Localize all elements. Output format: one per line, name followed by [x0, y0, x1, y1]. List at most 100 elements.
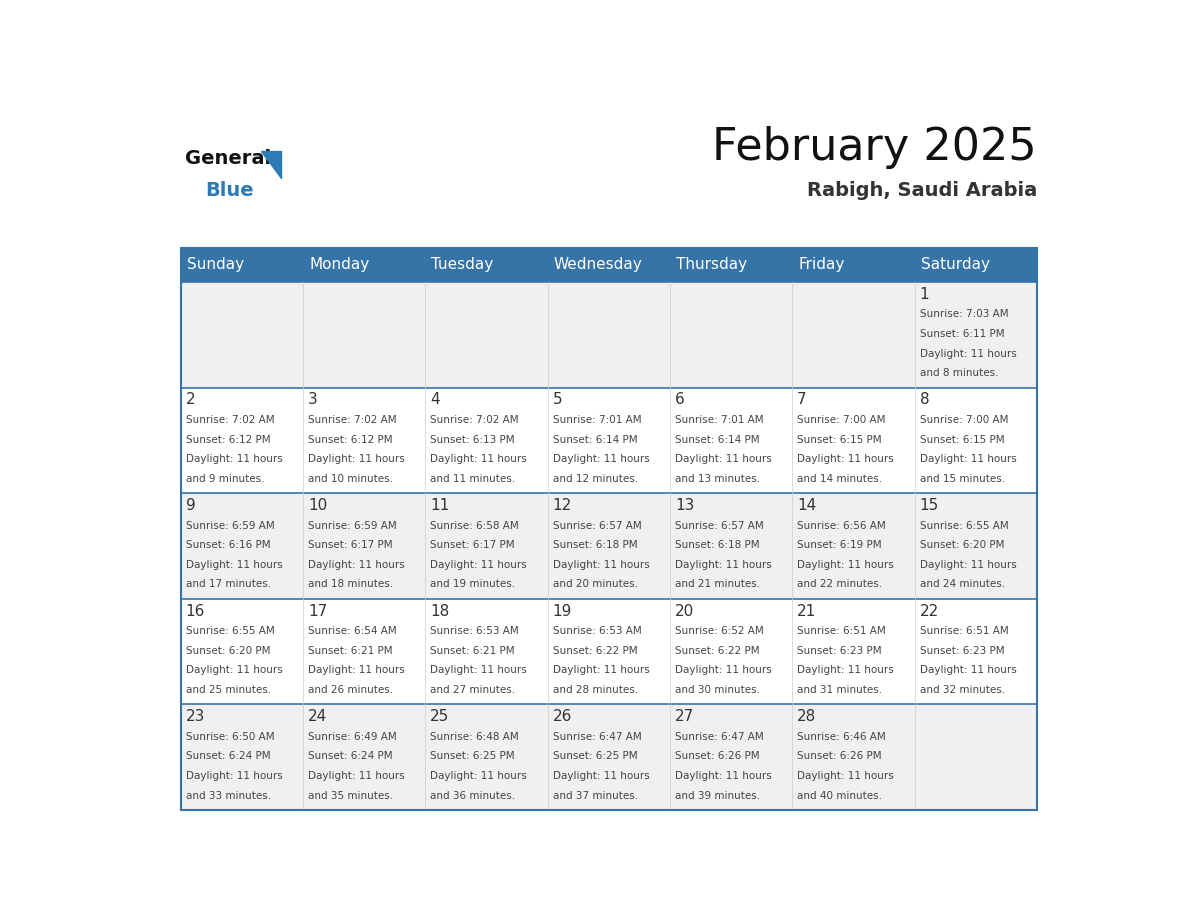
- Text: Sunset: 6:21 PM: Sunset: 6:21 PM: [430, 646, 514, 655]
- Text: 19: 19: [552, 604, 571, 619]
- Bar: [915, 282, 1037, 387]
- Text: Sunset: 6:23 PM: Sunset: 6:23 PM: [797, 646, 881, 655]
- Text: Daylight: 11 hours: Daylight: 11 hours: [308, 771, 405, 781]
- Text: and 14 minutes.: and 14 minutes.: [797, 474, 883, 484]
- Bar: [548, 493, 670, 599]
- Text: Sunrise: 7:02 AM: Sunrise: 7:02 AM: [308, 415, 397, 425]
- Bar: [670, 282, 792, 387]
- Bar: [303, 282, 425, 387]
- Text: Daylight: 11 hours: Daylight: 11 hours: [185, 771, 283, 781]
- Text: Sunset: 6:16 PM: Sunset: 6:16 PM: [185, 540, 270, 550]
- Text: and 12 minutes.: and 12 minutes.: [552, 474, 638, 484]
- Text: and 24 minutes.: and 24 minutes.: [920, 579, 1005, 589]
- Text: Daylight: 11 hours: Daylight: 11 hours: [675, 454, 772, 465]
- Text: Sunset: 6:20 PM: Sunset: 6:20 PM: [920, 540, 1004, 550]
- Text: 1: 1: [920, 286, 929, 302]
- Text: Daylight: 11 hours: Daylight: 11 hours: [308, 560, 405, 570]
- Text: 21: 21: [797, 604, 816, 619]
- Text: and 36 minutes.: and 36 minutes.: [430, 790, 516, 800]
- Bar: [181, 248, 303, 282]
- Text: Sunset: 6:18 PM: Sunset: 6:18 PM: [675, 540, 759, 550]
- Text: and 26 minutes.: and 26 minutes.: [308, 685, 393, 695]
- Text: Sunday: Sunday: [187, 257, 244, 273]
- Text: Sunset: 6:24 PM: Sunset: 6:24 PM: [185, 752, 270, 761]
- Text: Sunset: 6:26 PM: Sunset: 6:26 PM: [675, 752, 759, 761]
- Bar: [548, 282, 670, 387]
- Text: Daylight: 11 hours: Daylight: 11 hours: [920, 666, 1016, 676]
- Text: Sunrise: 6:56 AM: Sunrise: 6:56 AM: [797, 521, 886, 531]
- Text: Rabigh, Saudi Arabia: Rabigh, Saudi Arabia: [807, 181, 1037, 200]
- Text: Sunset: 6:14 PM: Sunset: 6:14 PM: [552, 434, 637, 444]
- Text: and 21 minutes.: and 21 minutes.: [675, 579, 760, 589]
- Text: 16: 16: [185, 604, 206, 619]
- Bar: [425, 282, 548, 387]
- Text: Daylight: 11 hours: Daylight: 11 hours: [797, 560, 895, 570]
- Text: Sunset: 6:18 PM: Sunset: 6:18 PM: [552, 540, 637, 550]
- Bar: [792, 282, 915, 387]
- Text: and 13 minutes.: and 13 minutes.: [675, 474, 760, 484]
- Text: Sunrise: 6:59 AM: Sunrise: 6:59 AM: [308, 521, 397, 531]
- Text: Daylight: 11 hours: Daylight: 11 hours: [797, 771, 895, 781]
- Text: and 19 minutes.: and 19 minutes.: [430, 579, 516, 589]
- Text: Sunset: 6:23 PM: Sunset: 6:23 PM: [920, 646, 1004, 655]
- Bar: [425, 493, 548, 599]
- Text: Daylight: 11 hours: Daylight: 11 hours: [185, 560, 283, 570]
- Text: and 27 minutes.: and 27 minutes.: [430, 685, 516, 695]
- Text: Daylight: 11 hours: Daylight: 11 hours: [430, 666, 527, 676]
- Text: Sunset: 6:19 PM: Sunset: 6:19 PM: [797, 540, 881, 550]
- Text: Sunrise: 6:51 AM: Sunrise: 6:51 AM: [797, 626, 886, 636]
- Text: Sunrise: 7:01 AM: Sunrise: 7:01 AM: [552, 415, 642, 425]
- Text: Sunset: 6:22 PM: Sunset: 6:22 PM: [552, 646, 637, 655]
- Text: Daylight: 11 hours: Daylight: 11 hours: [430, 454, 527, 465]
- Text: and 22 minutes.: and 22 minutes.: [797, 579, 883, 589]
- Text: Thursday: Thursday: [676, 257, 747, 273]
- Text: Sunrise: 7:02 AM: Sunrise: 7:02 AM: [430, 415, 519, 425]
- Text: Sunrise: 6:53 AM: Sunrise: 6:53 AM: [552, 626, 642, 636]
- Bar: [425, 248, 548, 282]
- Text: Sunrise: 7:00 AM: Sunrise: 7:00 AM: [797, 415, 886, 425]
- Text: and 17 minutes.: and 17 minutes.: [185, 579, 271, 589]
- Text: Sunrise: 6:53 AM: Sunrise: 6:53 AM: [430, 626, 519, 636]
- Bar: [915, 248, 1037, 282]
- Text: and 9 minutes.: and 9 minutes.: [185, 474, 264, 484]
- Text: Daylight: 11 hours: Daylight: 11 hours: [920, 349, 1016, 359]
- Text: Daylight: 11 hours: Daylight: 11 hours: [552, 771, 650, 781]
- Text: Sunset: 6:12 PM: Sunset: 6:12 PM: [308, 434, 392, 444]
- Text: Sunrise: 7:00 AM: Sunrise: 7:00 AM: [920, 415, 1009, 425]
- Text: 4: 4: [430, 393, 440, 408]
- Bar: [915, 493, 1037, 599]
- Bar: [303, 387, 425, 493]
- Bar: [181, 387, 303, 493]
- Text: Sunset: 6:24 PM: Sunset: 6:24 PM: [308, 752, 392, 761]
- Text: Saturday: Saturday: [921, 257, 990, 273]
- Text: Daylight: 11 hours: Daylight: 11 hours: [797, 454, 895, 465]
- Bar: [792, 387, 915, 493]
- Bar: [670, 493, 792, 599]
- Text: Sunrise: 6:55 AM: Sunrise: 6:55 AM: [185, 626, 274, 636]
- Bar: [425, 599, 548, 704]
- Bar: [670, 599, 792, 704]
- Text: 20: 20: [675, 604, 694, 619]
- Text: and 32 minutes.: and 32 minutes.: [920, 685, 1005, 695]
- Text: and 11 minutes.: and 11 minutes.: [430, 474, 516, 484]
- Text: Daylight: 11 hours: Daylight: 11 hours: [552, 454, 650, 465]
- Bar: [670, 248, 792, 282]
- Bar: [670, 704, 792, 810]
- Text: Sunrise: 6:50 AM: Sunrise: 6:50 AM: [185, 732, 274, 742]
- Bar: [303, 599, 425, 704]
- Text: Sunrise: 6:57 AM: Sunrise: 6:57 AM: [675, 521, 764, 531]
- Text: 14: 14: [797, 498, 816, 513]
- Text: Blue: Blue: [206, 181, 254, 200]
- Text: Daylight: 11 hours: Daylight: 11 hours: [430, 560, 527, 570]
- Text: Sunrise: 6:47 AM: Sunrise: 6:47 AM: [675, 732, 764, 742]
- Text: Sunset: 6:15 PM: Sunset: 6:15 PM: [920, 434, 1004, 444]
- Text: Daylight: 11 hours: Daylight: 11 hours: [675, 666, 772, 676]
- Text: Daylight: 11 hours: Daylight: 11 hours: [920, 454, 1016, 465]
- Text: Daylight: 11 hours: Daylight: 11 hours: [675, 771, 772, 781]
- Text: 24: 24: [308, 710, 327, 724]
- Text: 10: 10: [308, 498, 327, 513]
- Text: Sunset: 6:25 PM: Sunset: 6:25 PM: [430, 752, 514, 761]
- Text: Sunset: 6:15 PM: Sunset: 6:15 PM: [797, 434, 881, 444]
- Text: 3: 3: [308, 393, 317, 408]
- Text: General: General: [185, 149, 271, 168]
